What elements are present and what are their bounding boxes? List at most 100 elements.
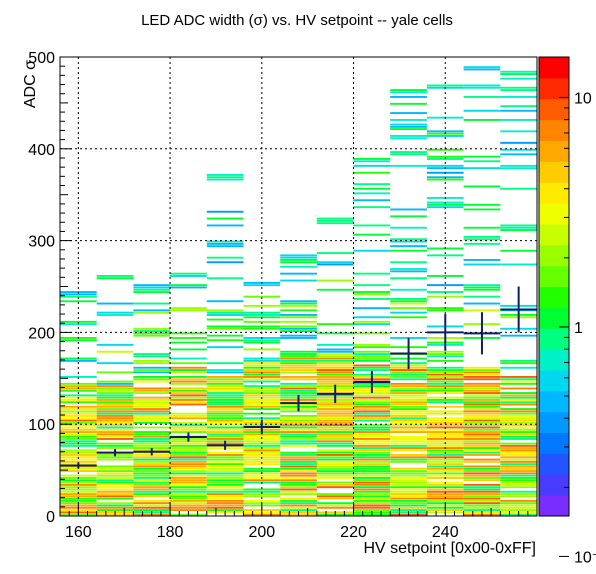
heatmap-cell (500, 89, 537, 91)
heatmap-cell (280, 424, 317, 427)
heatmap-cell (243, 499, 281, 502)
heatmap-cell (390, 394, 427, 397)
heatmap-cell (96, 396, 134, 399)
heatmap-cell (206, 311, 244, 314)
heatmap-cell (353, 442, 391, 445)
heatmap-cell (206, 334, 244, 337)
heatmap-cell (426, 369, 464, 371)
heatmap-cell (390, 164, 427, 167)
heatmap-cell (206, 456, 244, 459)
heatmap-cell (500, 263, 537, 266)
heatmap-cell (463, 488, 501, 491)
heatmap-cell (500, 229, 537, 231)
heatmap-cell (463, 499, 501, 502)
heatmap-cell (353, 307, 391, 310)
heatmap-cell (426, 483, 464, 486)
heatmap-cell (353, 206, 391, 209)
heatmap-cell (353, 316, 391, 319)
heatmap-cell (243, 488, 281, 491)
heatmap-cell (463, 155, 501, 158)
color-scale-segment (539, 119, 569, 141)
heatmap-cell (500, 506, 537, 509)
heatmap-cell (133, 286, 171, 289)
heatmap-cell (390, 128, 427, 130)
heatmap-cell (170, 447, 207, 449)
heatmap-cell (96, 483, 134, 486)
heatmap-cell (280, 509, 317, 511)
heatmap-cell (206, 339, 244, 342)
heatmap-cell (390, 302, 427, 305)
heatmap-cell (133, 483, 171, 486)
heatmap-cell (133, 362, 171, 365)
heatmap-cell (206, 396, 244, 399)
heatmap-cell (206, 346, 244, 349)
heatmap-cell (426, 295, 464, 298)
heatmap-cell (280, 366, 317, 369)
heatmap-cell (170, 426, 207, 429)
heatmap-cell (96, 362, 134, 365)
heatmap-cell (500, 109, 537, 112)
heatmap-cell (170, 382, 207, 385)
heatmap-cell (353, 160, 391, 163)
heatmap-cell (280, 493, 317, 495)
heatmap-cell (500, 399, 537, 401)
heatmap-cell (426, 309, 464, 312)
heatmap-cell (390, 431, 427, 433)
heatmap-cell (280, 362, 317, 365)
heatmap-cell (206, 424, 244, 427)
heatmap-cell (170, 486, 207, 489)
heatmap-cell (60, 424, 97, 427)
heatmap-cell (243, 444, 281, 447)
heatmap-cell (280, 504, 317, 507)
heatmap-cell (353, 199, 391, 202)
heatmap-cell (316, 371, 354, 374)
heatmap-cell (353, 444, 391, 447)
heatmap-cell (206, 426, 244, 429)
heatmap-cell (280, 467, 317, 470)
heatmap-cell (133, 493, 171, 495)
heatmap-cell (280, 389, 317, 392)
heatmap-cell (170, 467, 207, 470)
heatmap-cell (500, 401, 537, 404)
heatmap-cell (463, 417, 501, 420)
heatmap-cell (60, 483, 97, 486)
heatmap-cell (60, 433, 97, 436)
heatmap-cell (96, 421, 134, 424)
heatmap-cell (500, 378, 537, 381)
heatmap-cell (463, 438, 501, 440)
heatmap-cell (206, 371, 244, 374)
heatmap-cell (96, 465, 134, 468)
heatmap-cell (280, 385, 317, 388)
heatmap-cell (463, 68, 501, 71)
heatmap-cell (390, 435, 427, 438)
heatmap-cell (500, 481, 537, 484)
heatmap-cell (60, 493, 97, 495)
heatmap-cell (463, 208, 501, 211)
color-scale-segment (539, 307, 569, 329)
heatmap-cell (170, 341, 207, 344)
heatmap-cell (390, 474, 427, 477)
heatmap-cell (96, 497, 134, 500)
heatmap-cell (463, 421, 501, 424)
heatmap-cell (206, 389, 244, 392)
heatmap-cell (206, 460, 244, 463)
heatmap-cell (353, 233, 391, 236)
heatmap-cell (280, 474, 317, 477)
heatmap-cell (390, 277, 427, 280)
heatmap-cell (390, 371, 427, 374)
heatmap-cell (96, 343, 134, 346)
heatmap-cell (353, 401, 391, 404)
heatmap-cell (206, 174, 244, 176)
heatmap-cell (390, 426, 427, 429)
heatmap-cell (426, 389, 464, 392)
heatmap-cell (206, 486, 244, 489)
heatmap-cell (133, 309, 171, 312)
heatmap-cell (133, 504, 171, 507)
heatmap-cell (243, 433, 281, 436)
x-tick-label: 160 (65, 524, 92, 541)
heatmap-cell (463, 366, 501, 369)
heatmap-cell (463, 412, 501, 415)
heatmap-cell (280, 254, 317, 257)
heatmap-cell (463, 415, 501, 417)
heatmap-cell (170, 454, 207, 456)
